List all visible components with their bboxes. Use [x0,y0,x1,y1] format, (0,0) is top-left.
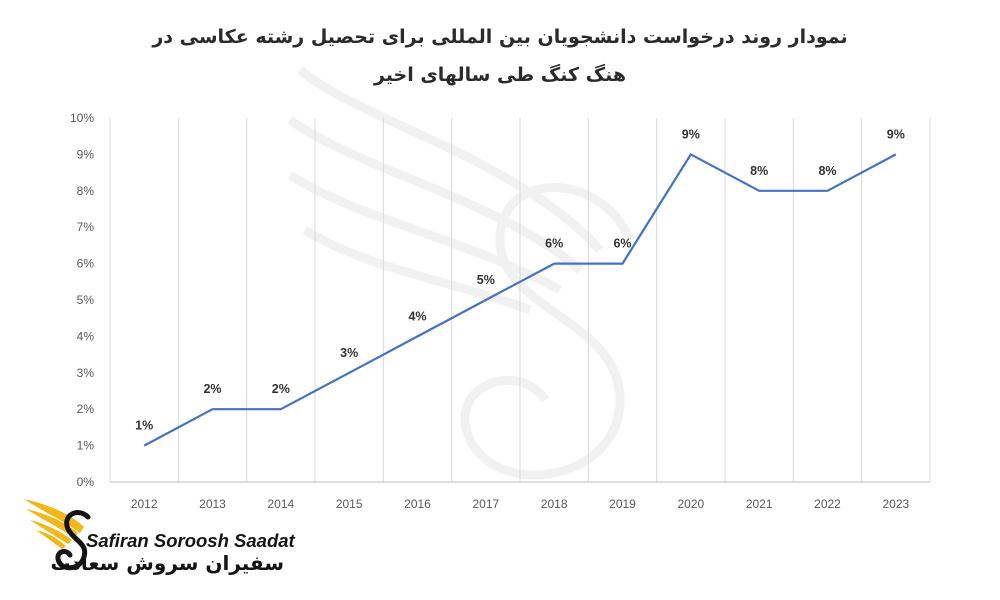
gridlines [109,118,931,483]
data-label: 1% [135,419,153,433]
x-tick-label: 2023 [882,497,909,511]
y-tick-label: 7% [77,220,95,234]
x-tick-label: 2012 [131,497,158,511]
data-label: 8% [818,164,836,178]
y-tick-label: 5% [77,293,95,307]
x-tick-label: 2022 [814,497,841,511]
y-tick-label: 2% [77,402,95,416]
data-label: 5% [477,273,495,287]
data-label: 6% [613,237,631,251]
x-tick-label: 2019 [609,497,636,511]
y-tick-label: 9% [77,147,95,161]
x-tick-label: 2017 [472,497,499,511]
series-line [143,152,897,447]
data-label: 2% [272,382,290,396]
brand-name-fa: سفیران سروش سعادت [50,551,285,575]
y-tick-label: 1% [77,439,95,453]
x-tick-label: 2018 [541,497,568,511]
x-tick-label: 2021 [746,497,773,511]
watermark-logo [287,66,635,480]
y-tick-label: 0% [77,475,95,489]
data-label: 9% [887,127,905,141]
winged-s-logo [24,499,91,571]
y-tick-label: 3% [77,366,95,380]
brand-name-en: Safiran Soroosh Saadat [86,530,295,551]
y-tick-label: 10% [70,111,94,125]
x-tick-label: 2015 [336,497,363,511]
x-axis: 2012 2013 2014 2015 2016 2017 2018 2019 2020 2021… [131,497,910,511]
data-label: 3% [340,346,358,360]
data-label: 6% [545,237,563,251]
y-tick-label: 6% [77,257,95,271]
x-tick-label: 2016 [404,497,431,511]
data-label: 9% [682,127,700,141]
y-axis: 0% 1% 2% 3% 4% 5% 6% 7% 8% 9% 10% [70,111,94,489]
chart-title: نمودار روند درخواست دانشجویان بین المللی… [152,26,848,86]
x-tick-label: 2014 [267,497,294,511]
x-tick-label: 2020 [677,497,704,511]
y-tick-label: 8% [77,184,95,198]
data-label: 8% [750,164,768,178]
data-label: 2% [203,382,221,396]
data-labels: 1% 2% 2% 3% 4% 5% 6% 6% 9% 8% 8% 9% [135,127,905,432]
data-label: 4% [408,309,426,323]
x-tick-label: 2013 [199,497,226,511]
y-tick-label: 4% [77,329,95,343]
